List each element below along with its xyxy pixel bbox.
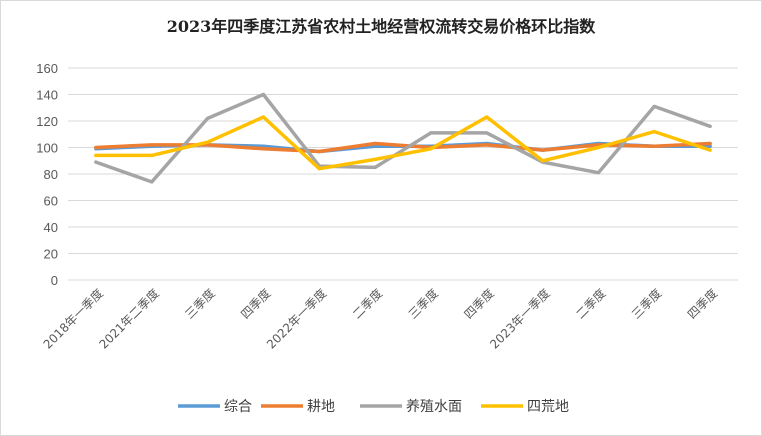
data-point (94, 153, 98, 158)
series-line-2 (94, 92, 712, 184)
y-tick-label: 0 (51, 273, 58, 288)
data-point (261, 144, 266, 148)
y-tick-label: 40 (44, 220, 58, 235)
legend-label: 综合 (224, 399, 252, 415)
data-point (485, 143, 489, 147)
data-point (94, 145, 98, 150)
data-point (150, 143, 154, 147)
data-point (596, 171, 601, 175)
data-point (652, 130, 656, 134)
gridlines (68, 67, 738, 281)
data-point (485, 131, 489, 135)
x-tick-label: 四季度 (684, 286, 720, 322)
data-point (205, 140, 210, 144)
x-tick-label: 2023年一季度 (487, 286, 553, 352)
x-tick-label: 四季度 (461, 286, 497, 322)
data-point (261, 115, 266, 119)
data-point (317, 149, 321, 154)
y-tick-label: 160 (36, 61, 58, 76)
data-point (205, 116, 210, 120)
data-point (708, 141, 712, 146)
x-tick-label: 四季度 (237, 286, 273, 322)
data-point (708, 124, 712, 128)
data-point (540, 159, 545, 163)
x-tick-label: 2021年二季度 (96, 286, 162, 352)
x-tick-label: 三季度 (405, 286, 441, 322)
data-point (261, 147, 266, 151)
y-tick-label: 60 (44, 194, 58, 209)
data-point (652, 104, 656, 109)
y-axis-ticks: 0 20 40 60 80 100 120 140 160 (36, 61, 58, 288)
y-tick-label: 140 (36, 88, 58, 103)
data-point (540, 148, 545, 152)
data-point (708, 144, 712, 148)
data-point (596, 145, 601, 150)
y-tick-label: 100 (36, 141, 58, 156)
data-point (317, 167, 321, 171)
data-point (373, 141, 377, 146)
x-tick-label: 二季度 (349, 286, 385, 322)
data-point (261, 92, 266, 97)
x-tick-label: 2022年一季度 (263, 286, 329, 352)
data-point (429, 147, 433, 151)
legend: 综合 耕地 养殖水面 四荒地 (178, 398, 569, 415)
data-point (373, 165, 377, 169)
y-tick-label: 80 (44, 167, 58, 182)
chart-title: 2023年四季度江苏省农村土地经营权流转交易价格环比指数 (167, 17, 597, 36)
data-point (485, 115, 489, 119)
data-point (94, 160, 98, 164)
x-tick-label: 二季度 (572, 286, 608, 322)
data-point (429, 131, 433, 135)
x-tick-label: 三季度 (182, 286, 218, 322)
legend-label: 四荒地 (527, 399, 569, 415)
data-point (708, 148, 712, 152)
data-point (652, 144, 656, 148)
data-point (150, 180, 154, 184)
legend-label: 养殖水面 (406, 398, 462, 415)
data-point (150, 153, 154, 158)
x-tick-label: 三季度 (628, 286, 664, 322)
series-line-3 (94, 115, 712, 171)
series-lines (94, 92, 712, 184)
y-tick-label: 120 (36, 114, 58, 129)
legend-label: 耕地 (307, 398, 335, 415)
y-tick-label: 20 (44, 247, 58, 262)
data-point (373, 157, 377, 162)
